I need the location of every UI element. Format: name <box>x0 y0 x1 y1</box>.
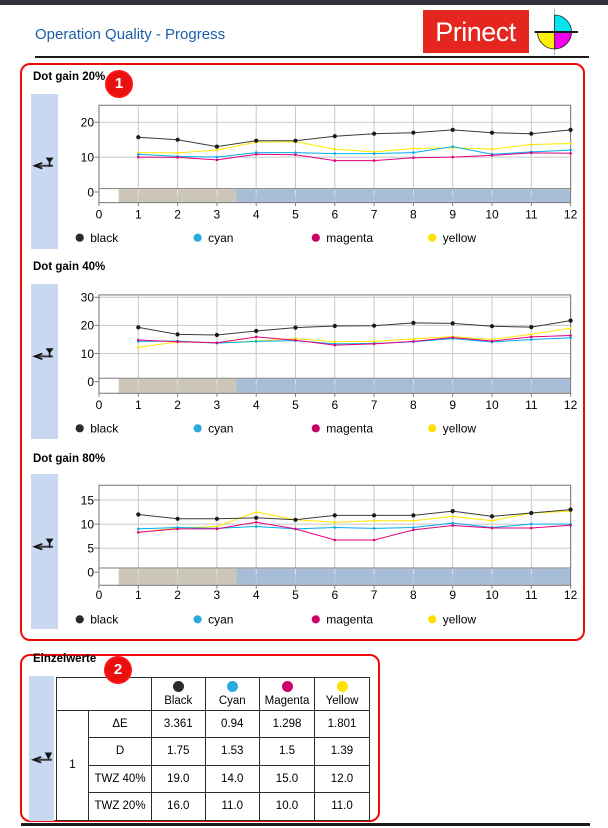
svg-text:magenta: magenta <box>326 613 373 627</box>
svg-text:6: 6 <box>331 588 338 602</box>
svg-text:magenta: magenta <box>326 231 373 245</box>
svg-text:0: 0 <box>96 398 103 412</box>
svg-text:11: 11 <box>525 207 538 221</box>
svg-text:30: 30 <box>81 291 95 305</box>
svg-text:cyan: cyan <box>208 422 233 436</box>
svg-text:cyan: cyan <box>208 613 233 627</box>
svg-text:20: 20 <box>81 319 95 333</box>
svg-text:9: 9 <box>449 398 456 412</box>
svg-text:yellow: yellow <box>443 422 477 436</box>
svg-text:10: 10 <box>485 398 499 412</box>
svg-text:0: 0 <box>87 375 94 389</box>
svg-text:7: 7 <box>371 207 378 221</box>
svg-text:8: 8 <box>410 588 417 602</box>
svg-text:cyan: cyan <box>208 231 233 245</box>
svg-text:0: 0 <box>96 207 103 221</box>
svg-text:7: 7 <box>371 398 378 412</box>
svg-text:3: 3 <box>214 588 221 602</box>
svg-text:1: 1 <box>135 207 142 221</box>
svg-text:0: 0 <box>87 185 94 199</box>
svg-text:4: 4 <box>253 398 260 412</box>
svg-text:3: 3 <box>214 207 221 221</box>
svg-text:12: 12 <box>564 398 578 412</box>
svg-text:12: 12 <box>564 207 578 221</box>
svg-text:1: 1 <box>135 588 142 602</box>
svg-text:2: 2 <box>174 207 181 221</box>
svg-text:9: 9 <box>449 588 456 602</box>
svg-text:10: 10 <box>81 150 95 164</box>
svg-text:yellow: yellow <box>443 613 477 627</box>
svg-text:5: 5 <box>87 542 94 556</box>
svg-text:5: 5 <box>292 588 299 602</box>
svg-text:3: 3 <box>214 398 221 412</box>
svg-text:8: 8 <box>410 398 417 412</box>
svg-text:black: black <box>90 231 119 245</box>
svg-text:4: 4 <box>253 588 260 602</box>
svg-text:5: 5 <box>292 398 299 412</box>
svg-text:1: 1 <box>135 398 142 412</box>
svg-text:6: 6 <box>331 398 338 412</box>
svg-text:12: 12 <box>564 588 578 602</box>
svg-text:5: 5 <box>292 207 299 221</box>
svg-text:magenta: magenta <box>326 422 373 436</box>
svg-text:2: 2 <box>174 588 181 602</box>
svg-text:0: 0 <box>96 588 103 602</box>
svg-text:2: 2 <box>174 398 181 412</box>
svg-text:20: 20 <box>81 116 95 130</box>
svg-text:4: 4 <box>253 207 260 221</box>
svg-text:15: 15 <box>81 493 95 507</box>
svg-text:10: 10 <box>485 207 499 221</box>
svg-text:black: black <box>90 613 119 627</box>
svg-text:yellow: yellow <box>443 231 477 245</box>
svg-text:black: black <box>90 422 119 436</box>
svg-text:9: 9 <box>449 207 456 221</box>
svg-text:0: 0 <box>87 566 94 580</box>
svg-text:11: 11 <box>525 398 538 412</box>
svg-text:8: 8 <box>410 207 417 221</box>
svg-text:10: 10 <box>485 588 499 602</box>
svg-text:11: 11 <box>525 588 538 602</box>
svg-text:10: 10 <box>81 517 95 531</box>
svg-text:6: 6 <box>331 207 338 221</box>
svg-text:7: 7 <box>371 588 378 602</box>
svg-text:10: 10 <box>81 347 95 361</box>
